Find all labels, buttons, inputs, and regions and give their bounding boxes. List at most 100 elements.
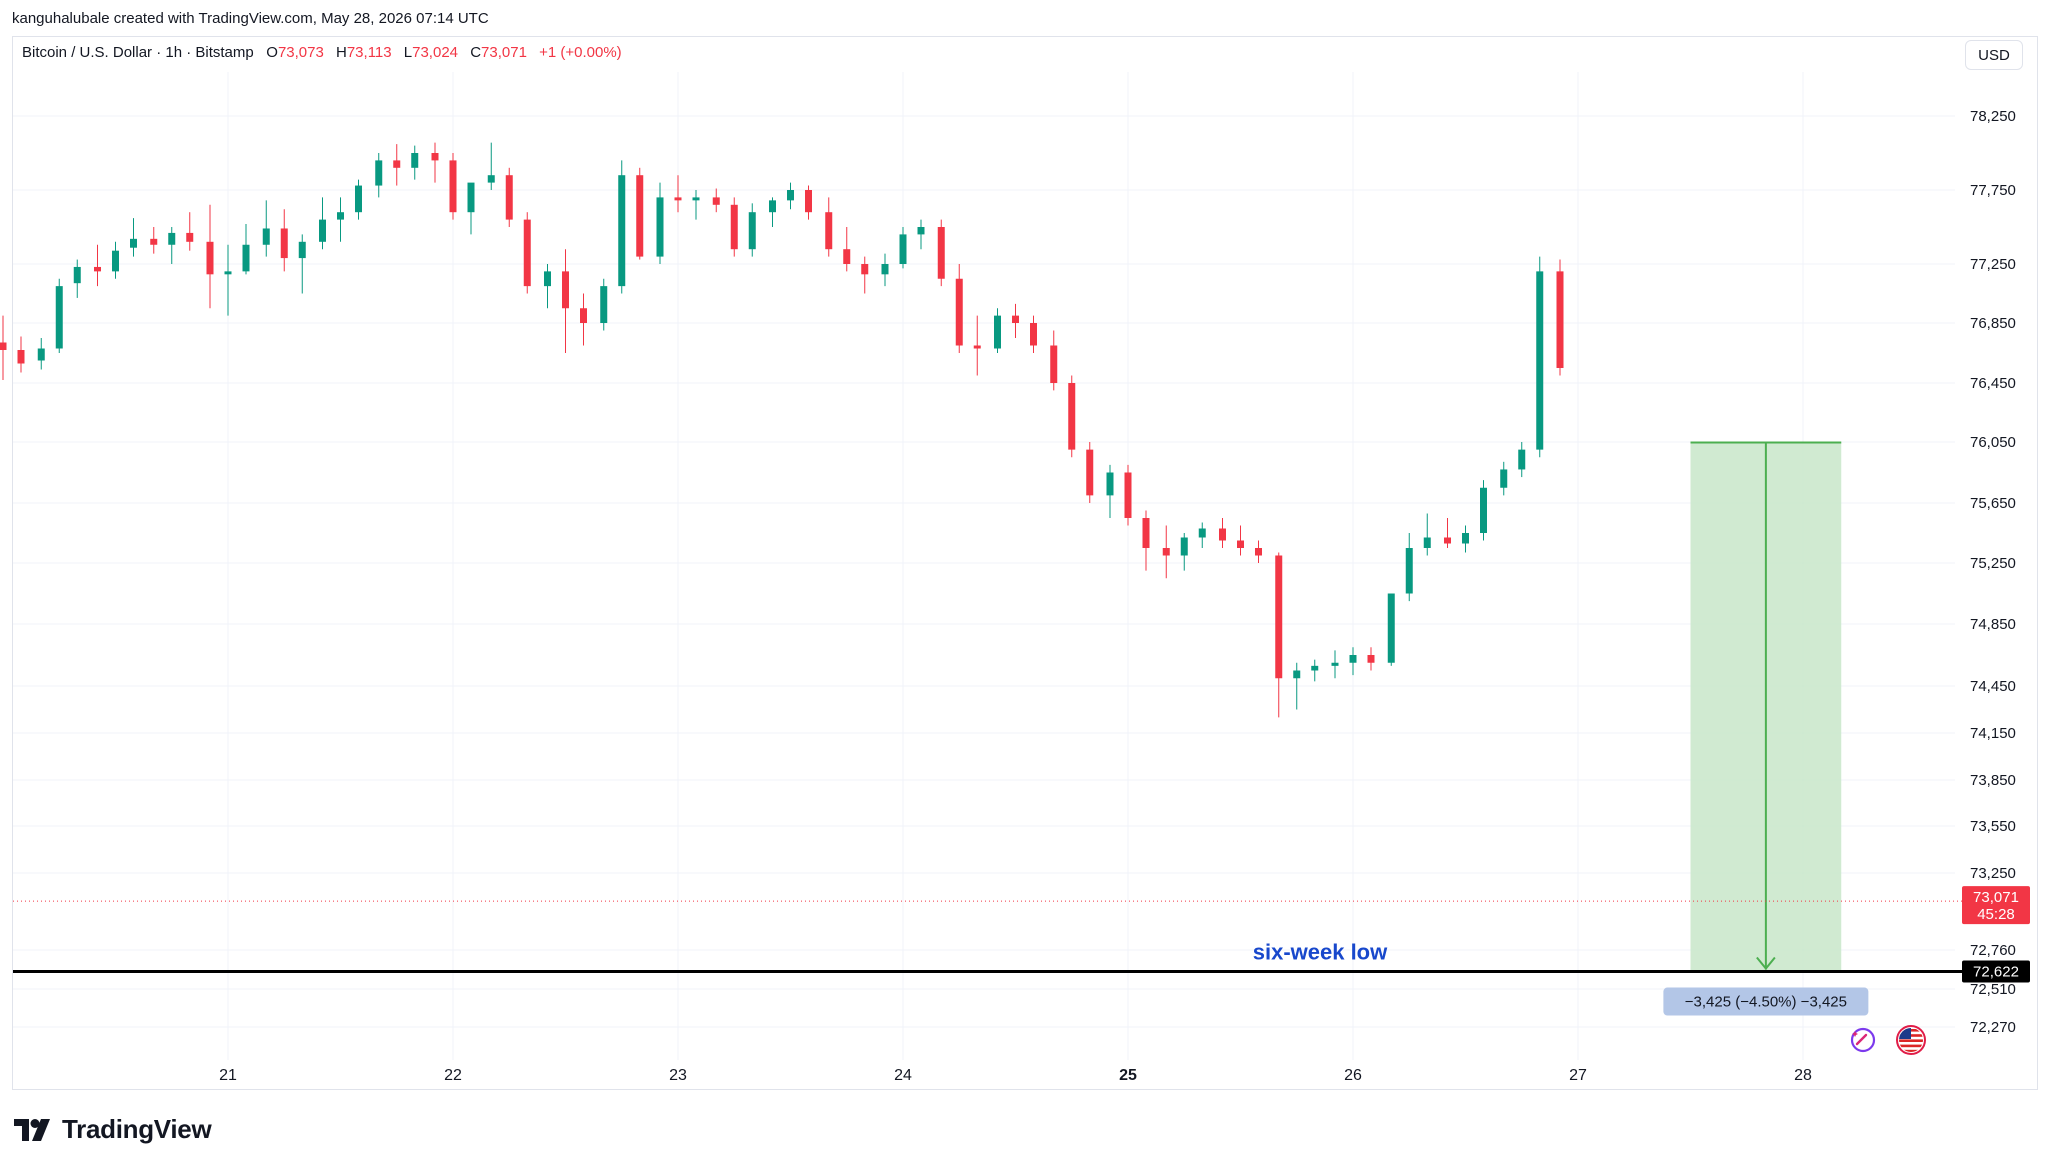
legend-low: 73,024 bbox=[412, 44, 459, 61]
candle-body bbox=[692, 197, 700, 201]
x-tick-label: 25 bbox=[1119, 1067, 1137, 1084]
candle-body bbox=[242, 244, 250, 272]
candle-body bbox=[1311, 665, 1319, 671]
candle-body bbox=[861, 264, 869, 275]
candle-body bbox=[656, 197, 664, 257]
candle-body bbox=[168, 232, 176, 245]
candle-body bbox=[467, 182, 475, 213]
candle-body bbox=[0, 342, 7, 350]
candle-body bbox=[994, 315, 1001, 349]
candle-body bbox=[787, 190, 794, 201]
candle-body bbox=[1219, 528, 1226, 541]
legend-high: 73,113 bbox=[346, 44, 392, 61]
candle-body bbox=[280, 228, 288, 259]
currency-button[interactable]: USD bbox=[1965, 40, 2023, 70]
tradingview-logo: TradingView bbox=[14, 1114, 212, 1145]
candle-body bbox=[917, 227, 925, 235]
candle-body bbox=[337, 212, 344, 220]
candle-body bbox=[769, 200, 776, 213]
x-tick-label: 21 bbox=[219, 1067, 237, 1084]
y-tick-label: 74,450 bbox=[1970, 678, 2016, 695]
legend-symbol: Bitcoin / U.S. Dollar · 1h · Bitstamp bbox=[22, 44, 254, 61]
tradingview-logo-text: TradingView bbox=[62, 1114, 212, 1144]
candle-body bbox=[674, 197, 682, 201]
candle-body bbox=[206, 241, 214, 275]
candle-body bbox=[1367, 655, 1375, 663]
y-tick-label: 73,550 bbox=[1970, 818, 2016, 835]
legend-low-label: L bbox=[403, 44, 413, 61]
candle-body bbox=[37, 348, 45, 361]
last-price-label: 73,071 bbox=[1973, 889, 2019, 906]
y-tick-label: 74,850 bbox=[1970, 616, 2016, 633]
legend-close: 73,071 bbox=[481, 44, 527, 61]
candle-body bbox=[748, 212, 756, 250]
candle-body bbox=[1293, 670, 1301, 679]
candle-body bbox=[355, 185, 362, 213]
candle-body bbox=[1518, 449, 1526, 470]
candle-body bbox=[712, 197, 720, 205]
candle-body bbox=[1162, 548, 1170, 556]
candle-body bbox=[186, 232, 194, 242]
support-annotation: six-week low bbox=[1253, 940, 1388, 965]
candle-body bbox=[1124, 472, 1132, 518]
legend-high-label: H bbox=[336, 44, 347, 61]
legend-open: 73,073 bbox=[277, 44, 324, 61]
magic-wand-icon[interactable] bbox=[1846, 1024, 1878, 1056]
y-tick-label: 73,250 bbox=[1970, 865, 2016, 882]
candle-body bbox=[298, 241, 306, 259]
candle-body bbox=[843, 249, 851, 264]
candle-body bbox=[580, 308, 587, 323]
candle-body bbox=[1387, 593, 1395, 663]
candle-body bbox=[544, 271, 551, 287]
y-tick-label: 75,250 bbox=[1970, 555, 2016, 572]
candle-body bbox=[224, 271, 232, 275]
y-tick-label: 72,510 bbox=[1970, 981, 2016, 998]
candle-body bbox=[1030, 323, 1037, 346]
price-range-label: −3,425 (−4.50%) −3,425 bbox=[1685, 994, 1847, 1011]
candle-body bbox=[1480, 487, 1487, 533]
chart-legend: Bitcoin / U.S. Dollar · 1h · Bitstamp O7… bbox=[22, 44, 630, 61]
candle-body bbox=[523, 219, 531, 287]
candle-body bbox=[393, 160, 401, 168]
candle-body bbox=[899, 234, 907, 264]
candle-body bbox=[955, 278, 963, 346]
candle-body bbox=[411, 153, 419, 168]
candle-body bbox=[130, 238, 137, 248]
candle-body bbox=[73, 266, 81, 284]
support-price-label: 72,622 bbox=[1973, 964, 2019, 981]
candle-body bbox=[1444, 537, 1451, 544]
y-tick-label: 74,150 bbox=[1970, 725, 2016, 742]
candle-body bbox=[1500, 469, 1508, 488]
candle-body bbox=[262, 228, 270, 245]
y-tick-label: 76,050 bbox=[1970, 434, 2016, 451]
candle-body bbox=[1012, 315, 1019, 323]
last-price-badge bbox=[1962, 886, 2030, 925]
candle-body bbox=[825, 212, 833, 250]
candle-body bbox=[1050, 345, 1058, 383]
x-tick-label: 23 bbox=[669, 1067, 687, 1084]
x-tick-label: 27 bbox=[1569, 1067, 1587, 1084]
us-flag-icon[interactable] bbox=[1895, 1024, 1927, 1056]
candle-body bbox=[150, 238, 158, 245]
y-tick-label: 72,760 bbox=[1970, 942, 2016, 959]
y-tick-label: 76,850 bbox=[1970, 315, 2016, 332]
y-tick-label: 76,450 bbox=[1970, 375, 2016, 392]
legend-change: +1 (+0.00%) bbox=[539, 44, 622, 61]
candle-body bbox=[1536, 271, 1544, 450]
price-range-label-bg bbox=[1663, 987, 1869, 1016]
candle-body bbox=[973, 345, 981, 349]
y-tick-label: 73,850 bbox=[1970, 772, 2016, 789]
candle-body bbox=[805, 190, 812, 213]
candle-body bbox=[1142, 518, 1150, 548]
y-tick-label: 78,250 bbox=[1970, 108, 2016, 125]
candle-body bbox=[1086, 449, 1094, 496]
y-tick-label: 75,650 bbox=[1970, 495, 2016, 512]
candle-body bbox=[487, 175, 495, 183]
candle-body bbox=[94, 266, 101, 272]
candle-body bbox=[1255, 548, 1262, 556]
candle-body bbox=[1180, 537, 1188, 556]
candle-body bbox=[730, 204, 738, 250]
candle-body bbox=[1423, 537, 1431, 548]
y-tick-label: 77,250 bbox=[1970, 256, 2016, 273]
